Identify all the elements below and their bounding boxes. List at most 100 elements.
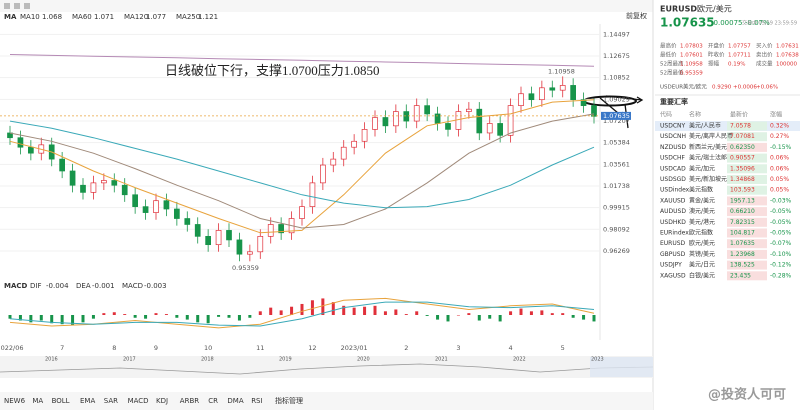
inverse-change: +0.0006 bbox=[733, 85, 757, 91]
macd-bar bbox=[290, 306, 294, 315]
indicator-tab[interactable]: NEW6 bbox=[4, 397, 26, 405]
indicator-tab[interactable]: SAR bbox=[104, 397, 118, 405]
indicator-tab[interactable]: MACD bbox=[128, 397, 149, 405]
rates-cell[interactable]: AUDUSD bbox=[660, 208, 686, 215]
candle-body bbox=[121, 184, 128, 196]
rates-header: 涨幅 bbox=[770, 111, 782, 119]
macd-bar bbox=[404, 314, 408, 315]
macd-bar bbox=[175, 315, 179, 318]
candle-body bbox=[247, 251, 253, 255]
price-cell bbox=[727, 249, 767, 259]
indicator-tab[interactable]: DMA bbox=[227, 397, 243, 405]
rates-cell: 0.32% bbox=[770, 123, 789, 130]
rates-cell[interactable]: EURUSD bbox=[660, 240, 686, 247]
stat-value: 1.07631 bbox=[776, 44, 799, 50]
macd-bar bbox=[571, 315, 575, 318]
rates-cell: 欧元指数 bbox=[689, 229, 713, 237]
rates-cell: 0.66210 bbox=[730, 208, 755, 215]
rates-cell[interactable]: USDCHF bbox=[660, 155, 686, 162]
x-tick-label: 10 bbox=[204, 344, 212, 352]
rates-cell[interactable]: USDJPY bbox=[660, 262, 682, 269]
rates-cell: 1.34868 bbox=[730, 176, 755, 183]
annotation: 日线破位下行，支撑1.0700压力1.0850 bbox=[165, 63, 380, 78]
rates-cell[interactable]: USDCAD bbox=[660, 165, 686, 172]
rates-cell: -0.15% bbox=[770, 144, 792, 151]
indicator-tab[interactable]: 指标管理 bbox=[275, 396, 303, 405]
change: -0.00075 bbox=[711, 19, 742, 27]
macd-legend-value: -0.003 bbox=[144, 282, 167, 290]
rates-cell: 0.27% bbox=[770, 133, 789, 140]
tool-icon[interactable] bbox=[14, 3, 20, 9]
macd-bar bbox=[509, 311, 513, 315]
x-tick-label: 2023/01 bbox=[341, 344, 368, 352]
tool-icon[interactable] bbox=[24, 3, 30, 9]
price-cell bbox=[727, 185, 767, 195]
rates-cell: 1.35096 bbox=[730, 165, 755, 172]
y-tick-label: 1.07207 bbox=[603, 117, 630, 125]
candle-body bbox=[580, 99, 587, 106]
indicator-tab[interactable]: CR bbox=[208, 397, 218, 405]
indicator-tab[interactable]: RSI bbox=[251, 397, 262, 405]
rates-cell: 1957.13 bbox=[730, 197, 755, 204]
candle-body bbox=[69, 170, 76, 186]
rates-cell[interactable]: NZDUSD bbox=[660, 144, 686, 151]
price-cell bbox=[727, 142, 767, 152]
indicator-tab[interactable]: KDJ bbox=[156, 397, 168, 405]
rates-cell: 7.07081 bbox=[730, 133, 755, 140]
rates-cell[interactable]: EURindex bbox=[660, 230, 689, 237]
indicator-tab[interactable]: ARBR bbox=[180, 397, 199, 405]
stat-value: 100000 bbox=[776, 62, 797, 68]
macd-bar bbox=[425, 315, 429, 316]
macd-bar bbox=[81, 315, 85, 323]
candle-body bbox=[257, 235, 264, 253]
rates-cell[interactable]: USDSGD bbox=[660, 176, 686, 183]
rates-cell[interactable]: USDCNH bbox=[660, 133, 686, 140]
indicator-tab[interactable]: EMA bbox=[80, 397, 95, 405]
candle-body bbox=[539, 87, 545, 101]
candle-body bbox=[559, 85, 566, 91]
price-cell bbox=[727, 164, 767, 174]
stat-value: 1.07803 bbox=[680, 44, 703, 50]
rates-cell: 0.06% bbox=[770, 155, 789, 162]
macd-legend-name: DIF bbox=[30, 282, 41, 290]
overview-year: 2020 bbox=[357, 357, 370, 363]
rates-cell[interactable]: XAUUSD bbox=[660, 197, 686, 204]
x-tick-label: 2 bbox=[404, 344, 408, 352]
macd-bar bbox=[39, 315, 43, 321]
rates-cell[interactable]: USDCNY bbox=[660, 123, 685, 130]
rates-cell: -0.03% bbox=[770, 197, 792, 204]
candle-body bbox=[434, 113, 441, 124]
y-tick-label: 0.96269 bbox=[603, 247, 630, 255]
tool-icon[interactable] bbox=[4, 3, 10, 9]
rates-cell: -0.12% bbox=[770, 262, 792, 269]
candle-body bbox=[184, 218, 191, 225]
indicator-tab[interactable]: BOLL bbox=[52, 397, 70, 405]
candle-body bbox=[205, 235, 211, 246]
rates-cell: 美元/新加坡元 bbox=[689, 175, 727, 183]
stat-label: 昨收价 bbox=[708, 51, 725, 59]
inverse-name: 美元/欧元 bbox=[683, 83, 707, 91]
overview-window[interactable] bbox=[590, 357, 653, 377]
macd-bar bbox=[519, 308, 523, 315]
candle-body bbox=[351, 140, 357, 148]
macd-bar bbox=[436, 315, 440, 320]
rates-cell[interactable]: GBPUSD bbox=[660, 251, 686, 258]
candle-body bbox=[549, 87, 556, 91]
indicator-tab[interactable]: MA bbox=[32, 397, 43, 405]
candle-body bbox=[455, 111, 462, 130]
price-cell bbox=[727, 121, 767, 131]
rates-cell[interactable]: XAGUSD bbox=[660, 272, 686, 279]
macd-bar bbox=[415, 311, 419, 315]
macd-bar bbox=[60, 315, 64, 325]
tab-bar bbox=[0, 392, 653, 410]
rates-cell: 美元/人民币 bbox=[689, 122, 721, 130]
ma-line bbox=[9, 120, 595, 209]
candle-body bbox=[90, 182, 97, 193]
rates-cell[interactable]: USDHKD bbox=[660, 219, 686, 226]
overview-line bbox=[0, 363, 654, 375]
trade-time: 交易中 05/19 23:59:59 bbox=[742, 20, 797, 27]
macd-legend-name: DEA bbox=[76, 282, 91, 290]
rates-cell[interactable]: USDindex bbox=[660, 187, 690, 194]
adjust-button[interactable]: 前复权 bbox=[626, 11, 647, 20]
macd-bar bbox=[300, 303, 304, 315]
